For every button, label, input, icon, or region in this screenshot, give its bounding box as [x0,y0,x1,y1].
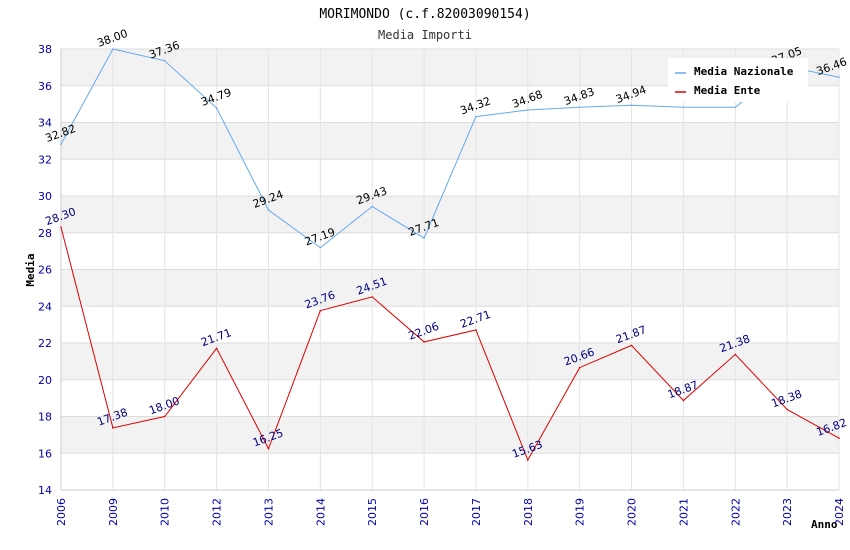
y-tick-label: 32 [38,153,52,166]
series-0-point [734,106,737,109]
grid-band [61,196,839,233]
y-tick-label: 18 [38,411,52,424]
data-label-0: 38.00 [95,27,129,50]
series-0-point [60,143,62,145]
y-tick-label: 38 [38,43,52,56]
series-0-point [423,237,425,239]
y-tick-label: 34 [38,117,52,130]
y-tick-label: 24 [38,300,52,313]
series-1-point [371,296,374,298]
series-0-point [682,106,685,109]
x-tick-label: 2012 [211,498,224,526]
series-1-point [319,309,322,312]
series-0-point [475,115,477,118]
x-tick-label: 2009 [107,498,120,526]
y-tick-label: 20 [38,374,52,387]
series-0-point [371,205,374,208]
x-tick-label: 2020 [626,498,639,526]
background-bands [61,49,839,454]
x-tick-label: 2016 [418,498,431,526]
series-line-0 [60,48,840,249]
series-0-point [267,209,270,211]
series-1-point [163,415,166,418]
chart-subtitle: Media Importi [378,28,472,42]
series-1-point [112,427,114,429]
grid-band [61,269,839,307]
x-tick-label: 2021 [677,498,690,526]
x-tick-label: 2023 [781,498,794,526]
series-1-point [630,344,633,347]
series-1-point [786,408,788,411]
chart-title: MORIMONDO (c.f.82003090154) [319,7,530,22]
series-1-point [215,347,218,350]
series-line-1 [60,227,840,462]
x-tick-label: 2024 [833,498,846,526]
axes [60,49,839,491]
series-lines [60,48,840,462]
series-1-point [267,447,270,450]
x-tick-labels: 2006 2009 2010 2012 2013 2014 2015 2016 2017 2018… [55,498,846,526]
series-0-point [112,48,114,50]
x-tick-label: 2015 [366,498,379,526]
y-tick-label: 22 [38,337,52,350]
gridlines [60,48,840,491]
series-0-point [163,59,166,62]
legend-label-media-ente: Media Ente [694,84,761,97]
legend-label-media-nazionale: Media Nazionale [694,65,794,78]
series-0-point [215,107,218,109]
x-tick-label: 2017 [470,498,483,526]
legend-box [668,58,808,102]
series-1-point [682,399,685,402]
x-tick-label: 2014 [314,498,327,526]
grid-band [61,416,839,454]
series-1-point [578,366,581,369]
y-tick-label: 26 [38,264,52,277]
x-tick-label: 2010 [159,498,172,526]
legend: Media Nazionale Media Ente [668,58,808,102]
series-1-point [60,226,62,229]
series-1-point [838,437,840,439]
x-tick-label: 2022 [729,498,742,526]
y-tick-label: 36 [38,80,52,93]
series-1-point [527,459,529,461]
series-1-point [423,341,425,343]
y-tick-label: 16 [38,447,52,460]
series-1-point [734,353,737,356]
x-tick-label: 2013 [262,498,275,526]
series-0-point [527,109,529,111]
series-0-point [578,106,581,109]
grid-band [61,122,839,160]
y-axis-label: Media [24,253,37,286]
series-1-point [475,329,477,331]
y-tick-labels: 14 16 18 20 22 24 26 28 30 32 34 36 38 [38,43,52,497]
series-0-point [319,246,322,249]
grid-band [61,343,839,380]
x-tick-label: 2006 [55,498,68,526]
series-0-point [838,76,840,79]
y-tick-label: 14 [38,484,52,497]
series-0-point [630,104,633,107]
x-axis-label: Anno [811,518,838,531]
y-tick-label: 30 [38,190,52,203]
y-tick-label: 28 [38,227,52,240]
x-tick-label: 2019 [574,498,587,526]
x-tick-label: 2018 [522,498,535,526]
